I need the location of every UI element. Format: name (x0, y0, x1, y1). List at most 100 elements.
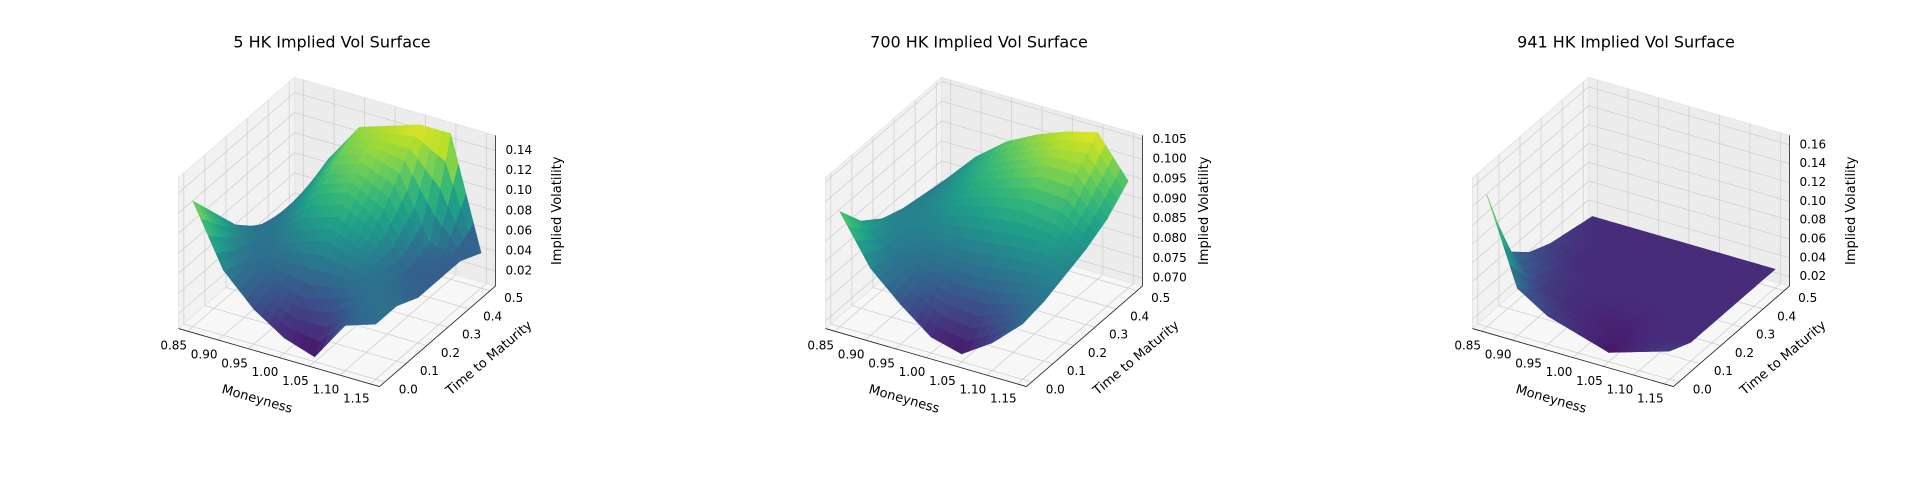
grid-line (178, 112, 295, 214)
x-tick-label: 0.85 (807, 339, 834, 353)
subplot-title: 700 HK Implied Vol Surface (870, 33, 1088, 52)
z-tick-label: 0.08 (1799, 213, 1826, 227)
z-tick-label: 0.10 (1799, 194, 1826, 208)
z-tick-label: 0.04 (1799, 250, 1826, 264)
grid-line (1588, 142, 1790, 202)
x-tick-label: 0.85 (160, 339, 187, 353)
x-tick-label: 1.10 (1607, 383, 1634, 397)
subplot: 941 HK Implied Vol Surface 0.85 0.900.95 1.… (1454, 33, 1859, 417)
x-tick-label: 0.95 (221, 356, 248, 370)
x-tick-label: 1.10 (313, 383, 340, 397)
surface-patch (1661, 348, 1676, 352)
grid-line (941, 100, 1143, 160)
y-tick-label: 0.2 (441, 346, 460, 360)
axis-line (1673, 285, 1790, 387)
grid-line (178, 92, 295, 194)
surface-patch (1014, 318, 1029, 329)
z-tick-label: 0.085 (1152, 211, 1186, 225)
x-tick-label: 0.90 (838, 347, 865, 361)
surface-patch (437, 131, 451, 162)
y-tick-label: 0.2 (1735, 346, 1754, 360)
grid-line (1472, 143, 1589, 245)
z-tick-label: 0.08 (505, 203, 532, 217)
z-tick-label: 0.070 (1152, 271, 1186, 285)
x-tick-label: 0.90 (191, 347, 218, 361)
subplot-title: 5 HK Implied Vol Surface (233, 33, 430, 52)
z-tick-label: 0.105 (1152, 132, 1186, 146)
z-tick-label: 0.16 (1799, 137, 1826, 151)
grid-line (1472, 199, 1589, 301)
grid-line (294, 92, 496, 151)
subplot-title: 941 HK Implied Vol Surface (1517, 33, 1735, 52)
y-tick-label: 0.5 (1151, 291, 1170, 305)
z-tick-label: 0.12 (1799, 175, 1826, 189)
x-tick-label: 0.90 (1485, 347, 1512, 361)
x-tick-label: 0.95 (868, 356, 895, 370)
y-tick-label: 0.5 (1798, 291, 1817, 305)
grid-line (370, 283, 487, 385)
grid-line (178, 152, 295, 254)
z-tick-label: 0.090 (1152, 191, 1186, 205)
grid-line (825, 100, 942, 202)
z-tick-label: 0.100 (1152, 152, 1186, 166)
y-tick-label: 0.0 (399, 383, 418, 397)
z-tick-label: 0.06 (505, 223, 532, 237)
x-tick-label: 1.05 (929, 374, 956, 388)
x-tick-label: 1.00 (899, 365, 926, 379)
axis-line (178, 328, 380, 387)
x-tick-label: 1.10 (960, 383, 987, 397)
grid-line (830, 323, 1032, 383)
surface-patch (839, 210, 854, 228)
subplot: 5 HK Implied Vol Surface 0.85 0.900.95 1.00… (160, 33, 565, 417)
z-tick-label: 0.14 (505, 143, 532, 157)
grid-line (986, 274, 1104, 376)
z-tick-label: 0.095 (1152, 172, 1186, 186)
y-tick-label: 0.5 (504, 291, 523, 305)
grid-line (1588, 161, 1790, 221)
grid-line (825, 160, 942, 262)
z-axis-label: Implied Volatility (550, 156, 565, 265)
grid-line (1588, 180, 1790, 240)
z-tick-label: 0.12 (505, 163, 532, 177)
x-tick-label: 1.15 (990, 391, 1017, 405)
grid-line (178, 132, 295, 234)
x-tick-label: 1.15 (343, 391, 370, 405)
y-tick-label: 0.1 (1067, 364, 1086, 378)
z-tick-label: 0.14 (1799, 156, 1826, 170)
y-tick-label: 0.4 (483, 309, 502, 323)
subplot: 700 HK Implied Vol Surface 0.85 0.900.95 1.… (807, 33, 1212, 417)
z-axis-label: Implied Volatility (1844, 156, 1859, 265)
surface-patch (367, 318, 382, 325)
grid-line (941, 81, 1143, 140)
x-tick-label: 1.05 (1576, 374, 1603, 388)
grid-line (825, 120, 942, 222)
x-tick-label: 1.05 (282, 374, 309, 388)
grid-line (183, 323, 385, 383)
grid-line (1472, 180, 1589, 282)
z-tick-label: 0.06 (1799, 232, 1826, 246)
grid-line (1472, 105, 1589, 207)
grid-line (825, 140, 942, 242)
z-tick-label: 0.04 (505, 243, 532, 257)
surface-patch (1486, 194, 1501, 230)
y-tick-label: 0.3 (1756, 328, 1775, 342)
axis-line (379, 285, 496, 387)
grid-line (1472, 86, 1589, 188)
grid-line (1588, 124, 1790, 183)
y-tick-label: 0.3 (462, 328, 481, 342)
x-tick-label: 0.95 (1515, 356, 1542, 370)
axis-line (825, 328, 1027, 387)
grid-line (1664, 283, 1781, 385)
grid-line (1472, 161, 1589, 263)
grid-line (825, 81, 942, 183)
x-tick-label: 1.00 (252, 365, 279, 379)
z-tick-label: 0.02 (1799, 269, 1826, 283)
x-tick-label: 1.15 (1637, 391, 1664, 405)
x-tick-label: 1.00 (1546, 365, 1573, 379)
y-tick-label: 0.2 (1088, 346, 1107, 360)
y-tick-label: 0.4 (1130, 309, 1149, 323)
z-tick-label: 0.080 (1152, 231, 1186, 245)
y-tick-label: 0.4 (1777, 309, 1796, 323)
y-tick-label: 0.1 (420, 364, 439, 378)
